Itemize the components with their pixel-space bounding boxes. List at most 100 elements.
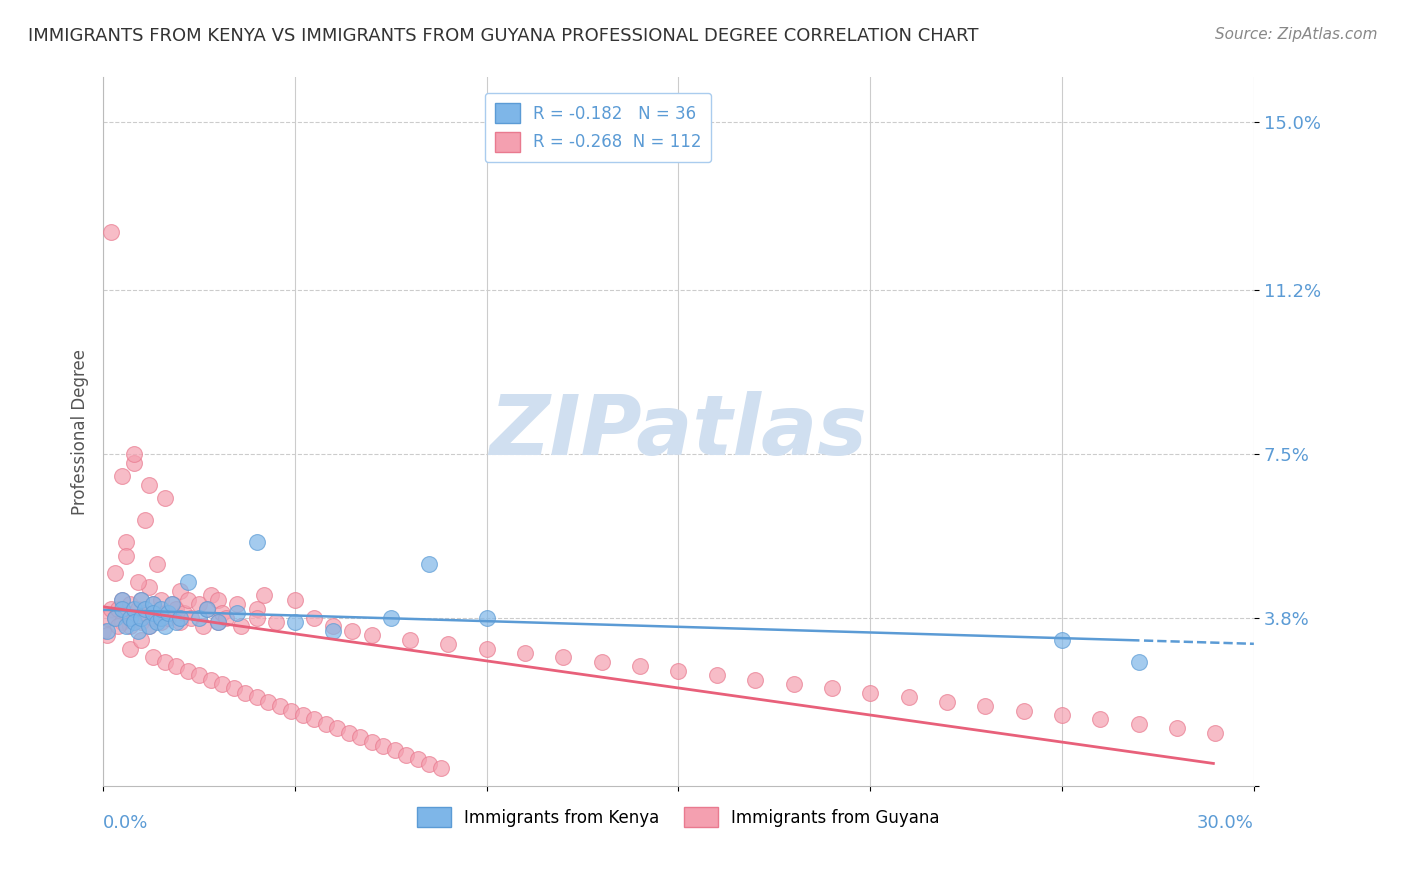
Point [245, 610, 267, 624]
Point [134, 601, 156, 615]
Point [475, 610, 498, 624]
Point [118, 610, 141, 624]
Point [153, 606, 176, 620]
Point [399, 632, 422, 647]
Point [188, 597, 211, 611]
Point [165, 601, 187, 615]
Point [96, 628, 118, 642]
Point [157, 606, 180, 620]
Point [122, 601, 145, 615]
Point [211, 677, 233, 691]
Point [226, 597, 249, 611]
Point [782, 677, 804, 691]
Point [207, 615, 229, 629]
Point [380, 610, 402, 624]
Point [142, 610, 165, 624]
Point [1090, 712, 1112, 726]
Point [160, 597, 183, 611]
Point [176, 575, 198, 590]
Point [104, 610, 127, 624]
Point [200, 589, 222, 603]
Point [284, 592, 307, 607]
Point [406, 752, 429, 766]
Point [118, 597, 141, 611]
Point [142, 597, 165, 611]
Point [628, 659, 651, 673]
Point [138, 619, 160, 633]
Point [131, 632, 153, 647]
Point [821, 681, 844, 696]
Point [668, 664, 690, 678]
Point [138, 580, 160, 594]
Point [188, 610, 211, 624]
Point [122, 447, 145, 461]
Point [107, 619, 129, 633]
Point [122, 615, 145, 629]
Point [257, 695, 280, 709]
Point [96, 610, 118, 624]
Point [859, 686, 882, 700]
Point [127, 575, 149, 590]
Point [1128, 655, 1150, 669]
Point [153, 655, 176, 669]
Point [131, 615, 153, 629]
Point [974, 699, 997, 714]
Point [115, 535, 138, 549]
Point [897, 690, 920, 705]
Point [111, 601, 134, 615]
Point [744, 673, 766, 687]
Text: Source: ZipAtlas.com: Source: ZipAtlas.com [1215, 27, 1378, 42]
Point [1050, 632, 1073, 647]
Text: 30.0%: 30.0% [1197, 814, 1254, 832]
Point [553, 650, 575, 665]
Point [475, 641, 498, 656]
Point [138, 619, 160, 633]
Point [215, 610, 238, 624]
Point [160, 597, 183, 611]
Point [1205, 725, 1227, 739]
Point [253, 589, 276, 603]
Point [591, 655, 613, 669]
Point [122, 610, 145, 624]
Point [302, 712, 325, 726]
Point [127, 624, 149, 638]
Y-axis label: Professional Degree: Professional Degree [72, 349, 89, 515]
Point [207, 592, 229, 607]
Point [169, 610, 191, 624]
Point [226, 606, 249, 620]
Point [146, 615, 169, 629]
Point [302, 610, 325, 624]
Point [104, 610, 127, 624]
Point [134, 513, 156, 527]
Point [153, 491, 176, 505]
Point [107, 601, 129, 615]
Point [96, 624, 118, 638]
Point [437, 637, 460, 651]
Point [115, 606, 138, 620]
Point [191, 619, 214, 633]
Point [1050, 708, 1073, 723]
Point [146, 558, 169, 572]
Point [936, 695, 959, 709]
Point [222, 681, 245, 696]
Point [118, 641, 141, 656]
Point [211, 606, 233, 620]
Point [149, 615, 172, 629]
Point [200, 673, 222, 687]
Point [131, 592, 153, 607]
Point [142, 606, 165, 620]
Point [418, 558, 440, 572]
Point [127, 601, 149, 615]
Point [195, 601, 218, 615]
Point [322, 624, 344, 638]
Point [1166, 721, 1188, 735]
Point [418, 756, 440, 771]
Point [111, 592, 134, 607]
Point [149, 601, 172, 615]
Point [373, 739, 395, 753]
Point [111, 469, 134, 483]
Point [153, 619, 176, 633]
Point [315, 716, 337, 731]
Point [231, 619, 253, 633]
Point [149, 592, 172, 607]
